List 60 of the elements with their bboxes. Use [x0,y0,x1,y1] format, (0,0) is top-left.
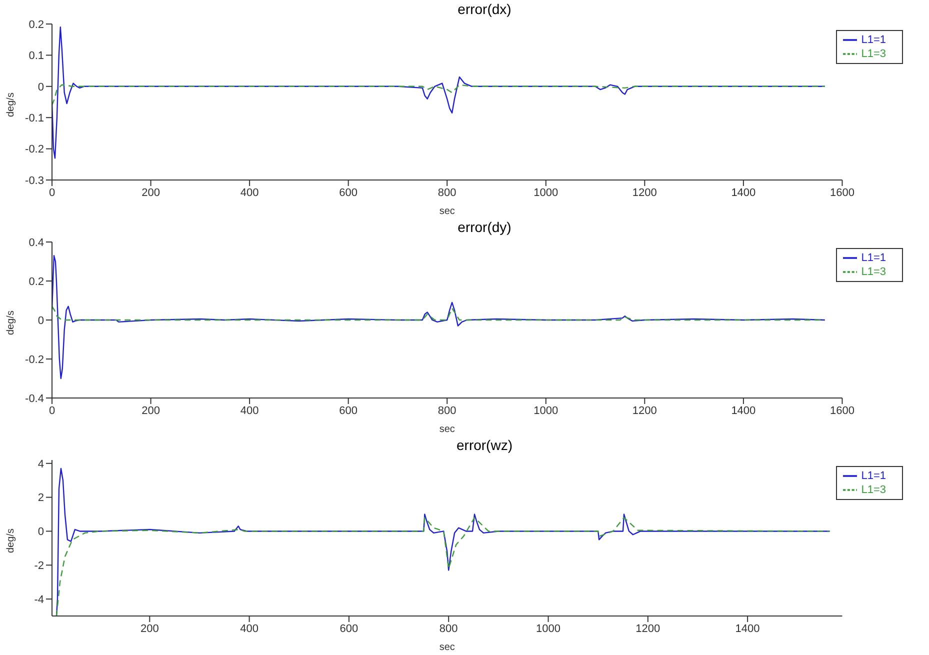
y-tick-label: -0.2 [25,144,44,156]
x-axis-title: sec [439,424,455,435]
x-tick-label: 600 [340,622,358,635]
y-axis-title: deg/s [6,92,17,117]
y-tick-label: 0.4 [28,236,44,249]
x-tick-label: 800 [439,622,458,635]
y-tick-label: 0.2 [28,276,44,288]
legend-label: L1=1 [861,470,886,482]
y-tick-label: 2 [38,492,44,504]
x-tick-label: 600 [339,186,358,199]
x-tick-label: 0 [48,404,56,417]
legend-label: L1=1 [861,34,886,46]
chart-title: error(dy) [456,218,512,236]
x-tick-label: 1400 [735,622,760,635]
x-tick-label: 1600 [830,186,854,199]
x-tick-label: 1000 [534,404,558,417]
legend-label: L1=3 [861,266,886,278]
x-tick-label: 1000 [536,622,560,635]
x-tick-label: 200 [142,186,160,199]
y-tick-label: 0 [38,526,44,538]
line-series [52,255,826,380]
y-tick-label: 0.1 [28,50,44,62]
y-tick-label: -0.1 [25,112,44,125]
y-tick-label: -4 [34,594,44,606]
x-tick-label: 400 [240,186,259,199]
chart-title: error(wz) [456,436,514,454]
x-tick-label: 1200 [636,622,660,635]
y-tick-label: -2 [34,560,44,572]
x-tick-label: 600 [339,404,358,417]
y-tick-label: 4 [38,458,44,470]
y-tick-label: -0.3 [25,174,44,187]
x-tick-label: 800 [438,186,456,199]
y-tick-label: 0 [38,314,44,327]
x-tick-label: 1200 [632,186,657,199]
y-tick-label: 0 [38,81,44,94]
line-series [56,517,830,616]
x-tick-label: 400 [240,622,258,635]
line-series [52,306,826,321]
y-tick-label: -0.2 [25,354,44,366]
y-tick-label: 0.2 [28,18,44,31]
x-tick-label: 1600 [830,404,854,417]
x-tick-label: 1400 [731,404,756,417]
chart-title: error(dx) [456,0,512,18]
x-tick-label: 1200 [632,404,657,417]
x-tick-label: 800 [438,404,456,417]
x-tick-label: 0 [48,186,56,199]
y-axis-title: deg/s [6,310,17,335]
y-axis-title: deg/s [6,528,17,553]
x-tick-label: 400 [240,404,259,417]
x-tick-label: 200 [140,622,159,635]
x-axis-title: sec [439,642,455,653]
y-tick-label: -0.4 [25,392,44,405]
x-axis-title: sec [439,206,455,217]
legend-label: L1=3 [861,48,886,60]
x-tick-label: 200 [142,404,160,417]
line-series [52,84,826,106]
legend-label: L1=3 [861,484,886,496]
x-tick-label: 1000 [534,186,558,199]
x-tick-label: 1400 [731,186,756,199]
legend-label: L1=1 [861,252,886,264]
